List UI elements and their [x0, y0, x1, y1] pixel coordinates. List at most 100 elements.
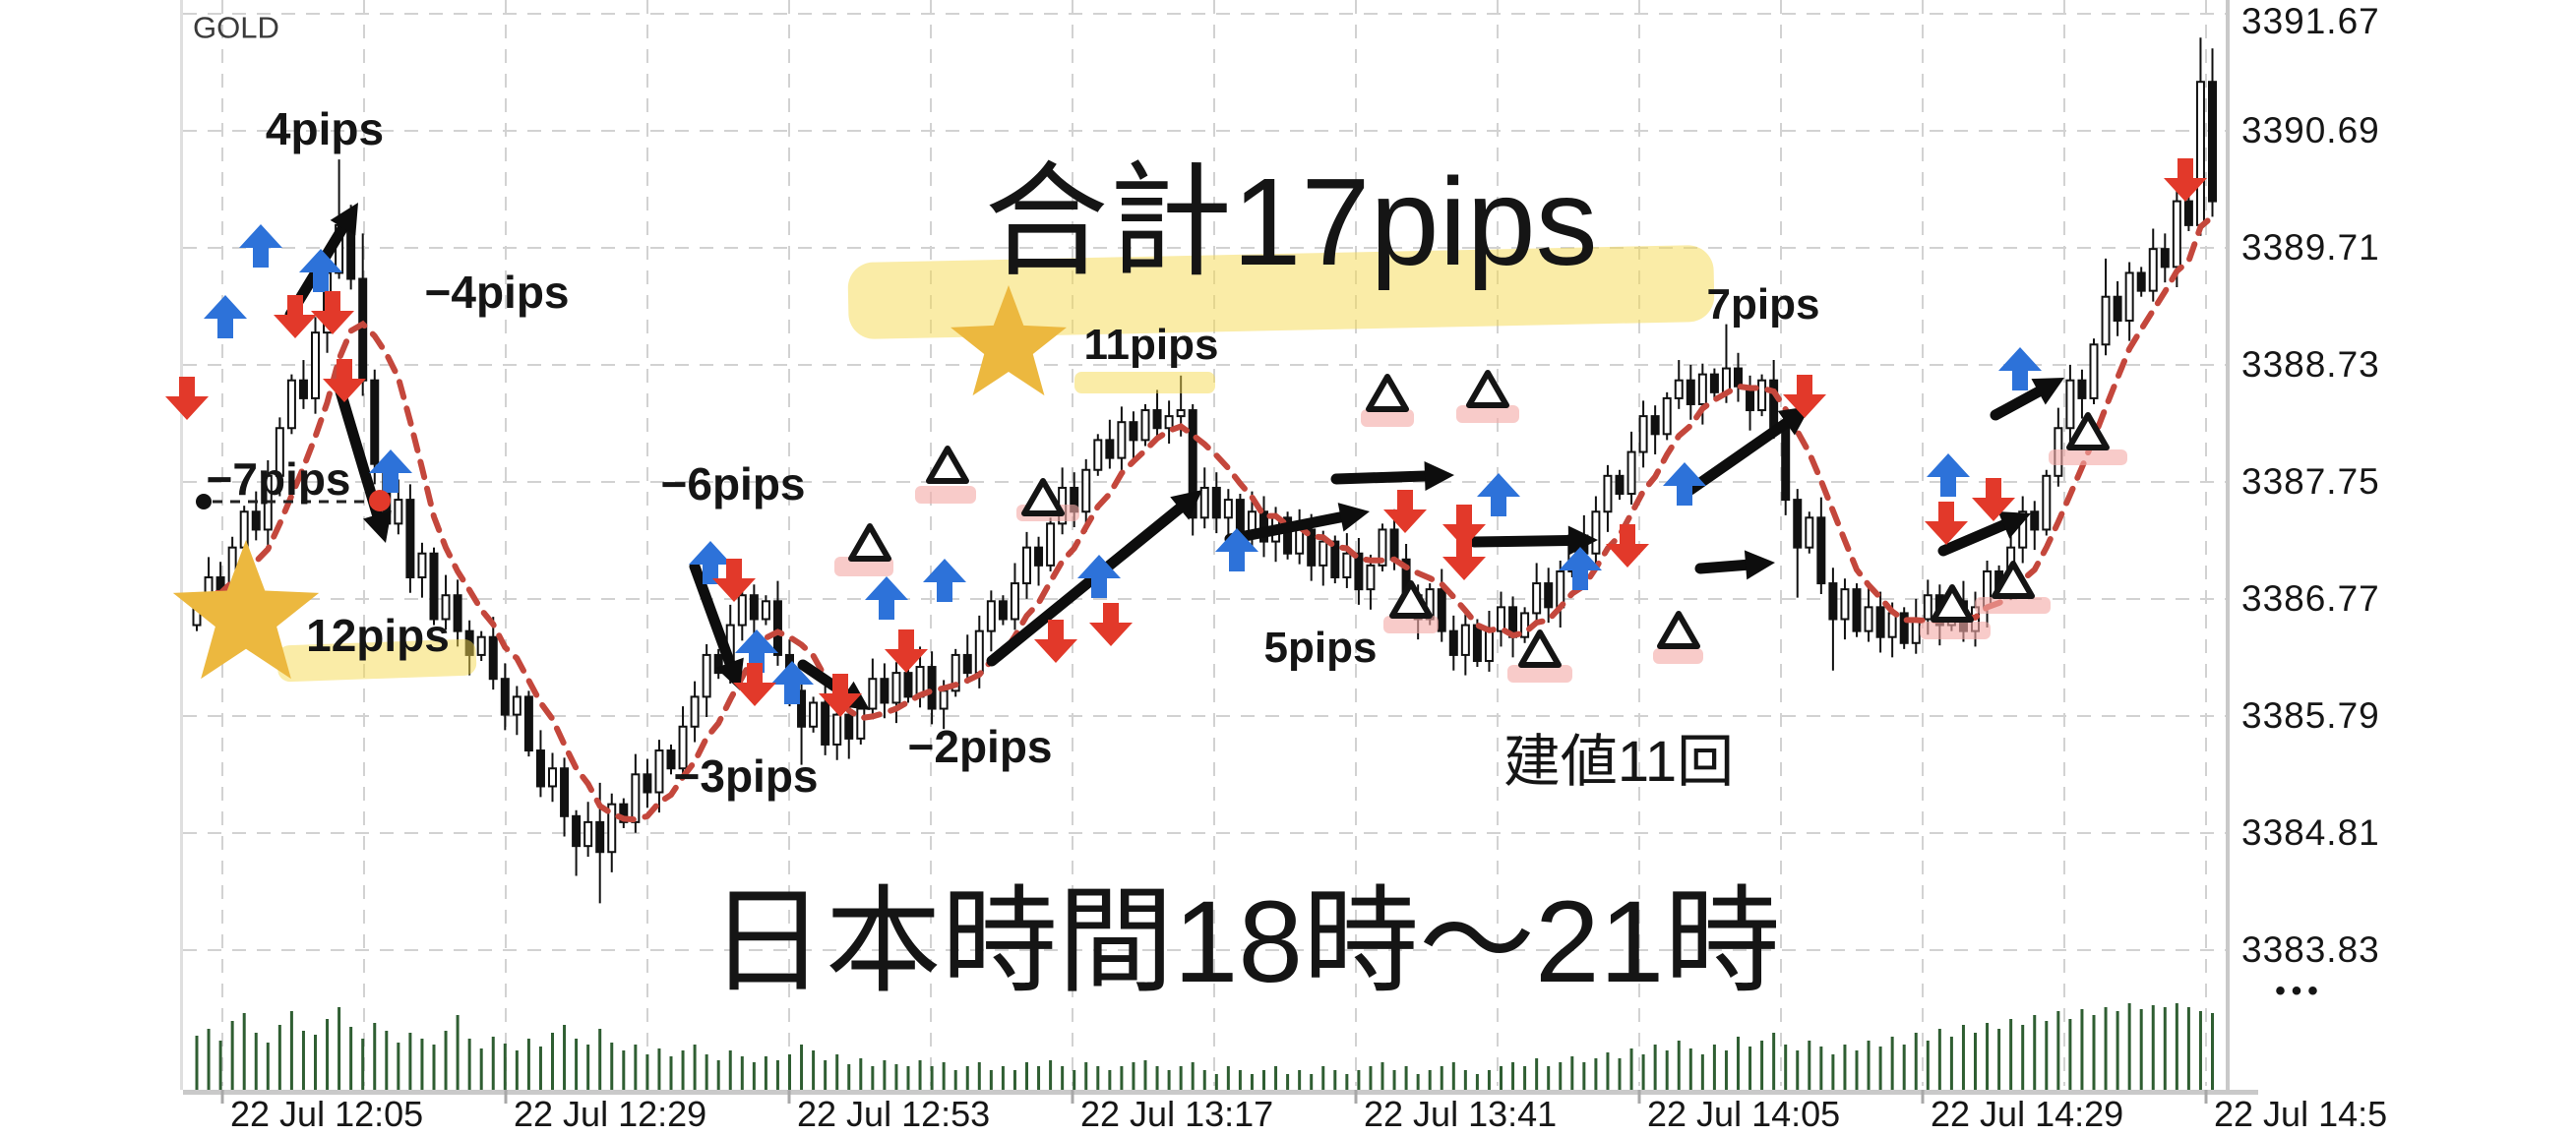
buy-arrow-icon	[1477, 473, 1520, 516]
triangle-marker-icon	[1466, 370, 1509, 408]
session-title: 日本時間18時〜21時	[708, 877, 1781, 1007]
price-axis-label: 3390.69	[2241, 110, 2380, 150]
sell-arrow-icon	[165, 377, 209, 420]
sell-arrow-icon	[311, 291, 354, 334]
pips-neg4: −4pips	[424, 267, 570, 318]
buy-arrow-icon	[1077, 555, 1121, 598]
time-axis-label: 22 Jul 14:5	[2214, 1094, 2388, 1134]
buy-arrow-icon	[1927, 453, 1970, 497]
price-axis-label: 3387.75	[2241, 461, 2380, 502]
star-icon	[172, 540, 320, 680]
buy-arrow-icon	[689, 541, 732, 584]
drawn-arrow	[1990, 378, 2064, 421]
buy-arrow-icon	[299, 249, 342, 292]
sell-arrow-icon	[733, 663, 776, 706]
pips-neg3: −3pips	[673, 750, 819, 802]
buy-arrow-icon	[770, 661, 814, 704]
pips-7: 7pips	[1706, 280, 1820, 329]
pips-4: 4pips	[265, 103, 385, 154]
pips-11: 11pips	[1083, 321, 1219, 369]
drawn-arrow	[1224, 503, 1370, 545]
entry-dot-icon	[369, 490, 391, 511]
triangle-marker-icon	[1389, 580, 1433, 619]
buy-arrow-icon	[1663, 462, 1706, 506]
buy-arrow-icon	[204, 295, 247, 338]
time-axis-label: 22 Jul 12:05	[230, 1094, 424, 1134]
triangle-marker-icon	[1992, 561, 2035, 599]
sell-arrow-icon	[323, 359, 366, 402]
time-axis-label: 22 Jul 13:17	[1080, 1094, 1274, 1134]
triangle-marker-icon	[1657, 611, 1700, 649]
triangle-marker-icon	[926, 446, 969, 484]
time-axis-label: 22 Jul 13:41	[1364, 1094, 1558, 1134]
pink-highlight	[1456, 405, 1519, 423]
pink-highlight	[1920, 622, 1991, 639]
drawn-arrow	[1330, 461, 1454, 491]
pink-highlight	[915, 486, 976, 504]
sell-arrow-icon	[1972, 478, 2015, 521]
price-axis-label: 3389.71	[2241, 227, 2380, 268]
buy-arrow-icon	[239, 224, 282, 268]
triangle-marker-icon	[1366, 374, 1409, 412]
yellow-highlight	[1074, 372, 1215, 393]
triangle-marker-icon	[1518, 629, 1562, 668]
triangle-marker-icon	[2066, 412, 2110, 450]
sell-arrow-icon	[2164, 158, 2207, 202]
time-axis-label: 22 Jul 12:53	[797, 1094, 991, 1134]
pips-5: 5pips	[1263, 624, 1378, 672]
price-axis-label: 3391.67	[2241, 1, 2380, 41]
triangle-marker-icon	[1021, 478, 1065, 516]
more-options[interactable]: •••	[2275, 975, 2324, 1007]
time-axis-label: 22 Jul 12:29	[514, 1094, 707, 1134]
pink-highlight	[1975, 597, 2051, 614]
time-axis-label: 22 Jul 14:05	[1647, 1094, 1841, 1134]
sell-arrow-icon	[1089, 603, 1133, 646]
drawn-arrow	[1937, 510, 2031, 557]
triangle-marker-icon	[848, 523, 891, 562]
sell-arrow-icon	[885, 629, 928, 673]
yellow-highlight	[847, 245, 1715, 339]
drawn-arrow	[1694, 550, 1775, 580]
sell-arrow-icon	[1383, 490, 1427, 533]
pink-highlight	[1383, 616, 1439, 633]
pink-highlight	[2049, 449, 2127, 465]
breakeven-note: 建値11回	[1503, 730, 1735, 794]
sell-arrow-icon	[1442, 537, 1486, 580]
pink-highlight	[1507, 665, 1572, 683]
buy-arrow-icon	[1215, 528, 1258, 571]
price-axis-label: 3384.81	[2241, 812, 2380, 853]
drawn-arrow	[335, 386, 392, 543]
sell-arrow-icon	[1783, 375, 1826, 418]
buy-arrow-icon	[1998, 347, 2042, 390]
pink-highlight	[1653, 648, 1703, 664]
sell-arrow-icon	[1442, 505, 1486, 548]
drawn-arrow	[986, 490, 1202, 667]
buy-arrow-icon	[369, 449, 412, 493]
pink-highlight	[1361, 409, 1414, 427]
price-axis-label: 3383.83	[2241, 929, 2380, 970]
price-axis-label: 3388.73	[2241, 344, 2380, 385]
buy-arrow-icon	[1559, 547, 1602, 590]
price-axis-label: 3385.79	[2241, 695, 2380, 736]
sell-arrow-icon	[274, 295, 317, 338]
buy-arrow-icon	[735, 629, 778, 673]
buy-arrow-icon	[865, 576, 908, 620]
sell-arrow-icon	[1034, 620, 1077, 663]
entry-dot-icon	[196, 494, 212, 509]
pips-12: 12pips	[306, 610, 450, 661]
pips-neg7: −7pips	[206, 453, 351, 505]
pips-neg6: −6pips	[660, 458, 806, 509]
yellow-highlight	[276, 638, 477, 683]
drawn-arrow	[1468, 525, 1598, 556]
total-pips-title: 合計17pips	[984, 152, 1598, 291]
drawn-arrow	[689, 561, 744, 690]
pips-neg2: −2pips	[907, 721, 1053, 772]
sell-arrow-icon	[1606, 524, 1649, 568]
sell-arrow-icon	[712, 559, 756, 602]
time-axis-label: 22 Jul 14:29	[1931, 1094, 2124, 1134]
star-icon	[951, 285, 1067, 396]
price-axis-label: 3386.77	[2241, 578, 2380, 619]
sell-arrow-icon	[1925, 502, 1968, 545]
